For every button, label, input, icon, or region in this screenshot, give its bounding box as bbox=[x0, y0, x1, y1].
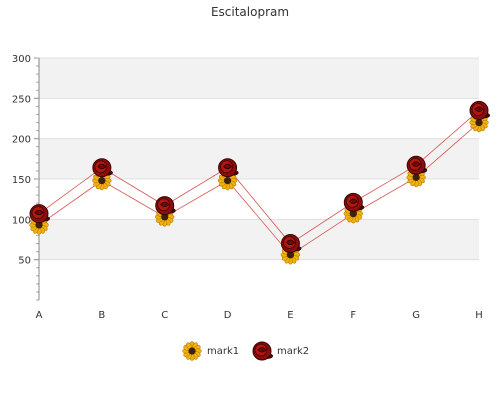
rose-icon bbox=[155, 196, 176, 216]
sunflower-center bbox=[35, 221, 43, 229]
rose-inner bbox=[34, 209, 44, 216]
legend-rose-icon bbox=[252, 341, 273, 361]
plot-band bbox=[39, 58, 479, 99]
x-tick-label: D bbox=[224, 310, 232, 321]
series-line-mark2 bbox=[38, 110, 480, 245]
y-tick-label: 250 bbox=[12, 94, 31, 105]
y-tick-label: 200 bbox=[12, 135, 31, 146]
y-tick-label: 100 bbox=[12, 215, 31, 226]
chart-title: Escitalopram bbox=[211, 5, 289, 19]
sunflower-center bbox=[286, 251, 295, 259]
axes: 50 100 150 200 250 300 A B C D E F G H bbox=[12, 54, 483, 321]
legend-label: mark1 bbox=[207, 346, 239, 357]
rose-inner bbox=[348, 198, 358, 204]
series-markers bbox=[29, 100, 490, 265]
x-tick-label: F bbox=[350, 310, 356, 321]
rose-inner bbox=[474, 106, 484, 112]
rose-icon bbox=[218, 158, 239, 178]
rose-icon bbox=[343, 192, 365, 212]
x-tick-label: C bbox=[161, 310, 168, 321]
rose-icon bbox=[406, 155, 428, 175]
y-tick-label: 150 bbox=[12, 175, 31, 186]
sunflower-icon bbox=[469, 112, 489, 133]
y-tick-label: 300 bbox=[12, 54, 31, 65]
legend: mark1 mark2 bbox=[182, 341, 309, 361]
sunflower-center bbox=[412, 173, 420, 181]
y-tick-label: 50 bbox=[18, 256, 31, 267]
plot-band bbox=[39, 219, 479, 260]
sunflower-center bbox=[349, 210, 357, 218]
x-tick-label: B bbox=[98, 310, 105, 321]
rose-inner bbox=[285, 239, 295, 245]
x-tick-label: G bbox=[412, 310, 420, 321]
rose-icon bbox=[280, 234, 302, 254]
plot-bands bbox=[39, 58, 479, 260]
rose-inner bbox=[160, 201, 170, 208]
series-line-mark1 bbox=[38, 122, 480, 256]
series-lines bbox=[38, 110, 480, 256]
legend-sunflower-icon bbox=[182, 341, 202, 361]
sunflower-center bbox=[161, 213, 169, 221]
rose-icon bbox=[92, 158, 113, 178]
x-tick-label: A bbox=[36, 310, 43, 321]
sunflower-center bbox=[188, 347, 196, 355]
rose-inner bbox=[257, 347, 267, 353]
x-tick-label: E bbox=[287, 310, 293, 321]
sunflower-center bbox=[475, 118, 483, 127]
legend-label: mark2 bbox=[277, 346, 309, 357]
rose-icon bbox=[469, 100, 490, 120]
sunflower-center bbox=[98, 177, 106, 185]
sunflower-center bbox=[223, 177, 232, 185]
rose-inner bbox=[223, 163, 233, 170]
rose-icon bbox=[29, 204, 50, 224]
x-tick-label: H bbox=[475, 310, 483, 321]
rose-inner bbox=[97, 163, 107, 170]
grid-lines bbox=[39, 57, 479, 261]
rose-inner bbox=[411, 161, 421, 167]
